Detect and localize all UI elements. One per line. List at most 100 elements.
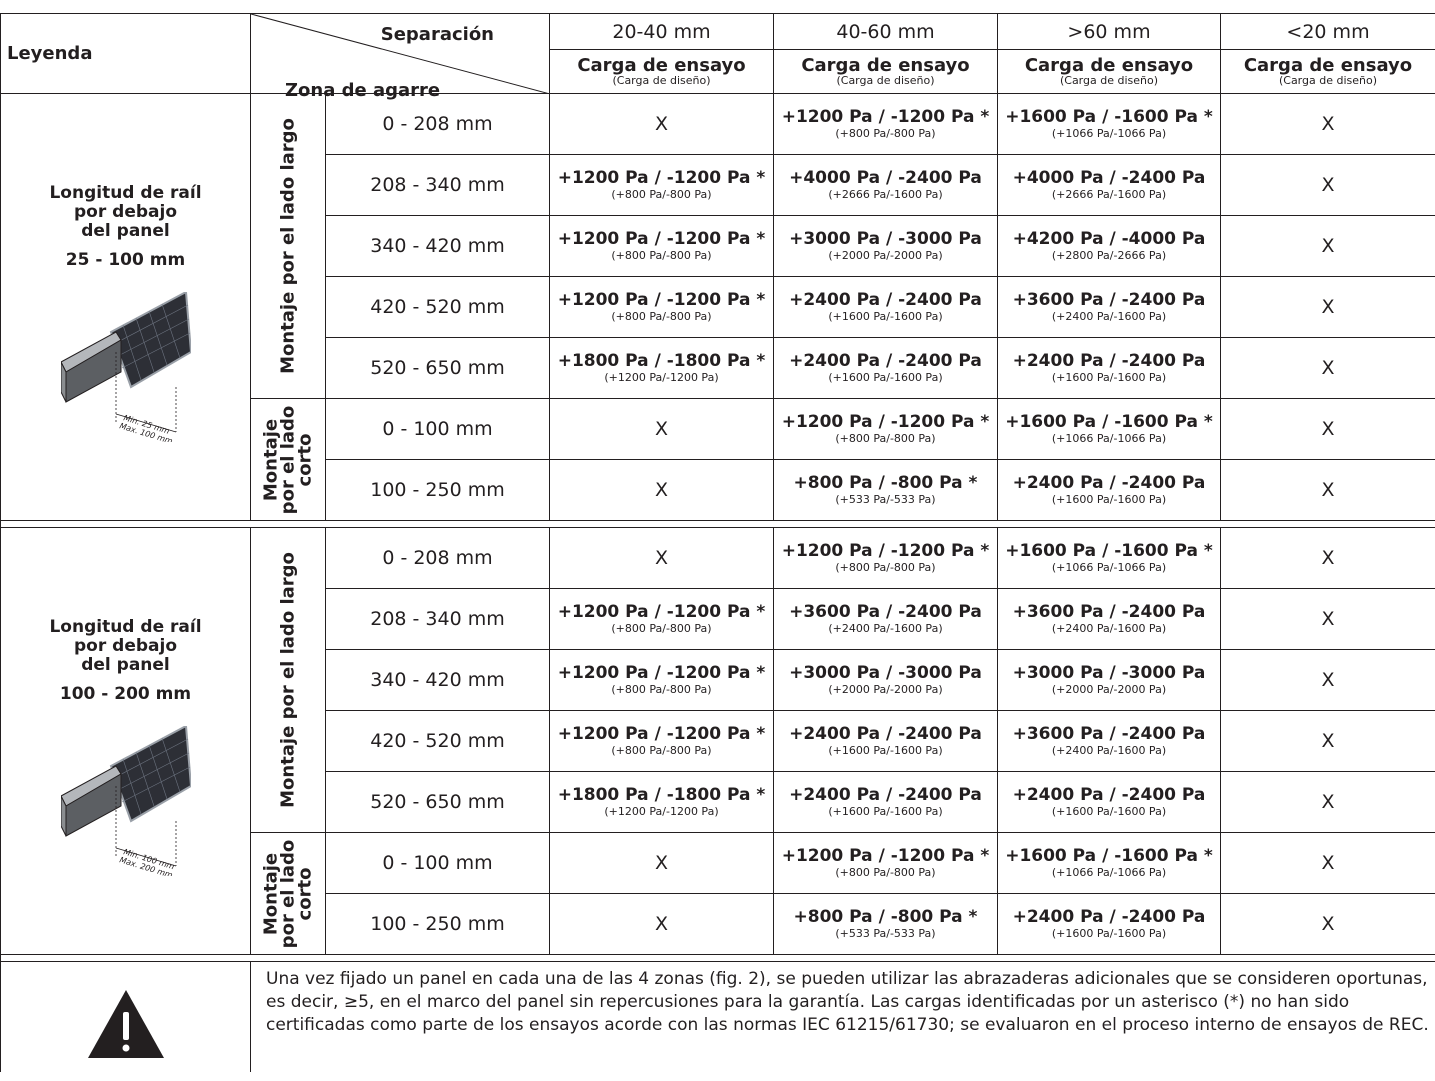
design-load-value: (+533 Pa/-533 Pa) bbox=[835, 927, 936, 940]
test-load-value: +1200 Pa / -1200 Pa * bbox=[781, 541, 990, 561]
test-load-value: +1200 Pa / -1200 Pa * bbox=[557, 663, 766, 683]
col-load-2: Carga de ensayo (Carga de diseño) bbox=[773, 49, 998, 94]
table-row: 520 - 650 mm +1800 Pa / -1800 Pa * (+1200 … bbox=[1, 337, 1435, 399]
table-row: Longitud de raíl por debajo del panel 25 - … bbox=[0, 93, 1435, 521]
design-load-value: (+2666 Pa/-1600 Pa) bbox=[828, 188, 943, 201]
design-load-value: (+533 Pa/-533 Pa) bbox=[835, 493, 936, 506]
col-load-4: Carga de ensayo (Carga de diseño) bbox=[1220, 49, 1435, 94]
grip-zone-cell: 0 - 208 mm bbox=[325, 527, 550, 589]
load-value-cell: +3600 Pa / -2400 Pa (+2400 Pa/-1600 Pa) bbox=[997, 588, 1221, 650]
long-side-mounting-label: Montaje por el lado largo bbox=[250, 527, 326, 833]
test-load-value: +3600 Pa / -2400 Pa bbox=[1012, 602, 1206, 622]
not-applicable-cell: X bbox=[1220, 459, 1435, 521]
table-row: 520 - 650 mm +1800 Pa / -1800 Pa * (+1200 … bbox=[1, 771, 1435, 833]
not-applicable-cell: X bbox=[549, 893, 774, 955]
test-load-value: +2400 Pa / -2400 Pa bbox=[789, 724, 982, 744]
load-value-cell: +1200 Pa / -1200 Pa * (+800 Pa/-800 Pa) bbox=[549, 276, 774, 338]
design-load-value: (+800 Pa/-800 Pa) bbox=[611, 622, 712, 635]
design-load-value: (+1066 Pa/-1066 Pa) bbox=[1051, 432, 1167, 445]
design-load-value: (+2400 Pa/-1600 Pa) bbox=[1051, 310, 1167, 323]
test-load-value: +3000 Pa / -3000 Pa bbox=[789, 229, 982, 249]
design-load-value: (+1600 Pa/-1600 Pa) bbox=[828, 744, 943, 757]
load-value-cell: +1200 Pa / -1200 Pa * (+800 Pa/-800 Pa) bbox=[773, 832, 998, 894]
load-value-cell: +2400 Pa / -2400 Pa (+1600 Pa/-1600 Pa) bbox=[997, 771, 1221, 833]
not-applicable-cell: X bbox=[1220, 710, 1435, 772]
test-load-value: +3000 Pa / -3000 Pa bbox=[1012, 663, 1206, 683]
col-load-1: Carga de ensayo (Carga de diseño) bbox=[549, 49, 774, 94]
warning-triangle-icon bbox=[87, 989, 164, 1058]
load-value-cell: +1200 Pa / -1200 Pa * (+800 Pa/-800 Pa) bbox=[549, 588, 774, 650]
not-applicable-cell: X bbox=[1220, 398, 1435, 460]
table-row: 208 - 340 mm +1200 Pa / -1200 Pa * (+800 P… bbox=[1, 154, 1435, 216]
grip-zone-cell: 520 - 650 mm bbox=[325, 771, 550, 833]
not-applicable-cell: X bbox=[1220, 832, 1435, 894]
load-value-cell: +4000 Pa / -2400 Pa (+2666 Pa/-1600 Pa) bbox=[997, 154, 1221, 216]
load-value-cell: +1200 Pa / -1200 Pa * (+800 Pa/-800 Pa) bbox=[549, 649, 774, 711]
design-load-value: (+800 Pa/-800 Pa) bbox=[611, 683, 712, 696]
short-side-mounting-label: Montaje por el lado corto bbox=[250, 832, 326, 955]
rail-length-cell: Longitud de raíl por debajo del panel 100 -… bbox=[0, 527, 251, 955]
test-load-value: +1200 Pa / -1200 Pa * bbox=[557, 168, 766, 188]
test-load-value: +1200 Pa / -1200 Pa * bbox=[557, 724, 766, 744]
not-applicable-cell: X bbox=[1220, 527, 1435, 589]
table-row: 420 - 520 mm +1200 Pa / -1200 Pa * (+800 P… bbox=[1, 276, 1435, 338]
load-value-cell: +2400 Pa / -2400 Pa (+1600 Pa/-1600 Pa) bbox=[773, 710, 998, 772]
load-value-cell: +2400 Pa / -2400 Pa (+1600 Pa/-1600 Pa) bbox=[997, 893, 1221, 955]
table-row: 340 - 420 mm +1200 Pa / -1200 Pa * (+800 P… bbox=[1, 215, 1435, 277]
load-table: Leyenda Separación Zona de agarre 20-40 … bbox=[0, 13, 1435, 1072]
col-range-3: >60 mm bbox=[997, 13, 1221, 50]
design-load-value: (+800 Pa/-800 Pa) bbox=[835, 432, 936, 445]
not-applicable-cell: X bbox=[549, 93, 774, 155]
load-value-cell: +1200 Pa / -1200 Pa * (+800 Pa/-800 Pa) bbox=[773, 398, 998, 460]
load-value-cell: +2400 Pa / -2400 Pa (+1600 Pa/-1600 Pa) bbox=[997, 337, 1221, 399]
load-value-cell: +3000 Pa / -3000 Pa (+2000 Pa/-2000 Pa) bbox=[773, 215, 998, 277]
test-load-value: +1200 Pa / -1200 Pa * bbox=[557, 602, 766, 622]
not-applicable-cell: X bbox=[549, 398, 774, 460]
test-load-value: +1600 Pa / -1600 Pa * bbox=[1005, 412, 1213, 432]
design-load-value: (+2666 Pa/-1600 Pa) bbox=[1051, 188, 1167, 201]
table-row: Montaje por el lado corto 0 - 100 mm X +120… bbox=[1, 832, 1435, 955]
grip-zone-cell: 0 - 208 mm bbox=[325, 93, 550, 155]
warranty-note: Una vez fijado un panel en cada una de l… bbox=[250, 961, 1435, 1072]
grip-zone-cell: 0 - 100 mm bbox=[325, 398, 550, 460]
design-load-value: (+800 Pa/-800 Pa) bbox=[835, 561, 936, 574]
table-row: 208 - 340 mm +1200 Pa / -1200 Pa * (+800 P… bbox=[1, 588, 1435, 650]
design-load-value: (+2400 Pa/-1600 Pa) bbox=[1051, 622, 1167, 635]
load-value-cell: +1200 Pa / -1200 Pa * (+800 Pa/-800 Pa) bbox=[549, 710, 774, 772]
test-load-value: +1600 Pa / -1600 Pa * bbox=[1005, 846, 1213, 866]
table-row: Longitud de raíl por debajo del panel 100 -… bbox=[0, 527, 1435, 955]
not-applicable-cell: X bbox=[549, 527, 774, 589]
table-row: 340 - 420 mm +1200 Pa / -1200 Pa * (+800 P… bbox=[1, 649, 1435, 711]
load-value-cell: +2400 Pa / -2400 Pa (+1600 Pa/-1600 Pa) bbox=[773, 771, 998, 833]
load-value-cell: +4000 Pa / -2400 Pa (+2666 Pa/-1600 Pa) bbox=[773, 154, 998, 216]
test-load-value: +2400 Pa / -2400 Pa bbox=[1012, 473, 1206, 493]
design-load-value: (+800 Pa/-800 Pa) bbox=[611, 744, 712, 757]
not-applicable-cell: X bbox=[1220, 215, 1435, 277]
load-value-cell: +3600 Pa / -2400 Pa (+2400 Pa/-1600 Pa) bbox=[997, 276, 1221, 338]
long-side-mounting-label: Montaje por el lado largo bbox=[250, 93, 326, 399]
not-applicable-cell: X bbox=[1220, 337, 1435, 399]
design-load-value: (+1066 Pa/-1066 Pa) bbox=[1051, 127, 1167, 140]
load-value-cell: +2400 Pa / -2400 Pa (+1600 Pa/-1600 Pa) bbox=[773, 276, 998, 338]
test-load-value: +2400 Pa / -2400 Pa bbox=[1012, 785, 1206, 805]
load-value-cell: +1800 Pa / -1800 Pa * (+1200 Pa/-1200 Pa) bbox=[549, 337, 774, 399]
load-value-cell: +3600 Pa / -2400 Pa (+2400 Pa/-1600 Pa) bbox=[997, 710, 1221, 772]
load-value-cell: +1800 Pa / -1800 Pa * (+1200 Pa/-1200 Pa) bbox=[549, 771, 774, 833]
design-load-value: (+2000 Pa/-2000 Pa) bbox=[1051, 683, 1167, 696]
rail-length-cell: Longitud de raíl por debajo del panel 25 - … bbox=[0, 93, 251, 521]
design-load-value: (+800 Pa/-800 Pa) bbox=[611, 188, 712, 201]
load-value-cell: +2400 Pa / -2400 Pa (+1600 Pa/-1600 Pa) bbox=[997, 459, 1221, 521]
test-load-value: +1600 Pa / -1600 Pa * bbox=[1005, 541, 1213, 561]
panel-rail-illustration: Min. 25 mm Max. 100 mm bbox=[59, 290, 192, 446]
test-load-value: +3600 Pa / -2400 Pa bbox=[1012, 290, 1206, 310]
design-load-value: (+1600 Pa/-1600 Pa) bbox=[1051, 927, 1167, 940]
test-load-value: +1200 Pa / -1200 Pa * bbox=[557, 229, 766, 249]
load-value-cell: +3000 Pa / -3000 Pa (+2000 Pa/-2000 Pa) bbox=[773, 649, 998, 711]
design-load-value: (+2000 Pa/-2000 Pa) bbox=[828, 683, 943, 696]
test-load-value: +4200 Pa / -4000 Pa bbox=[1012, 229, 1206, 249]
test-load-value: +2400 Pa / -2400 Pa bbox=[789, 351, 982, 371]
design-load-value: (+800 Pa/-800 Pa) bbox=[611, 310, 712, 323]
section-separator bbox=[0, 954, 1435, 962]
test-load-value: +1800 Pa / -1800 Pa * bbox=[557, 785, 766, 805]
table-row: 100 - 250 mm X +800 Pa / -800 Pa * (+533 Pa… bbox=[1, 459, 1435, 521]
